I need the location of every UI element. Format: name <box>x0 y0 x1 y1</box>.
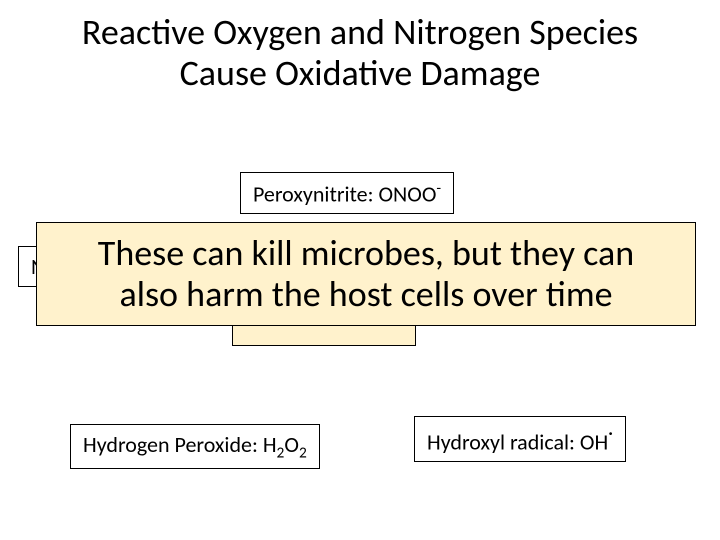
box-peroxynitrite: Peroxynitrite: ONOO- <box>240 172 454 214</box>
overlay-bottom-fragment <box>232 326 416 346</box>
overlay-line-2: also harm the host cells over time <box>119 274 612 315</box>
title-line-1: Reactive Oxygen and Nitrogen Species <box>82 10 638 54</box>
slide-title: Reactive Oxygen and Nitrogen Species Cau… <box>0 12 720 95</box>
hydroxyl-dot: · <box>608 421 613 445</box>
overlay-line-1: These can kill microbes, but they can <box>98 233 634 274</box>
peroxynitrite-super: - <box>436 179 441 198</box>
title-line-2: Cause Oxidative Damage <box>180 51 541 95</box>
box-hydrogen-peroxide: Hydrogen Peroxide: H2O2 <box>70 424 320 469</box>
h2o2-mid: O <box>284 431 299 458</box>
slide: Reactive Oxygen and Nitrogen Species Cau… <box>0 0 720 540</box>
peroxynitrite-label: Peroxynitrite: ONOO <box>253 180 436 207</box>
box-hydroxyl: Hydroxyl radical: OH· <box>414 416 626 462</box>
hydroxyl-label: Hydroxyl radical: OH <box>427 428 608 455</box>
overlay-message: These can kill microbes, but they can al… <box>36 222 696 326</box>
h2o2-sub2: 2 <box>299 443 307 462</box>
h2o2-prefix: Hydrogen Peroxide: H <box>83 431 277 458</box>
